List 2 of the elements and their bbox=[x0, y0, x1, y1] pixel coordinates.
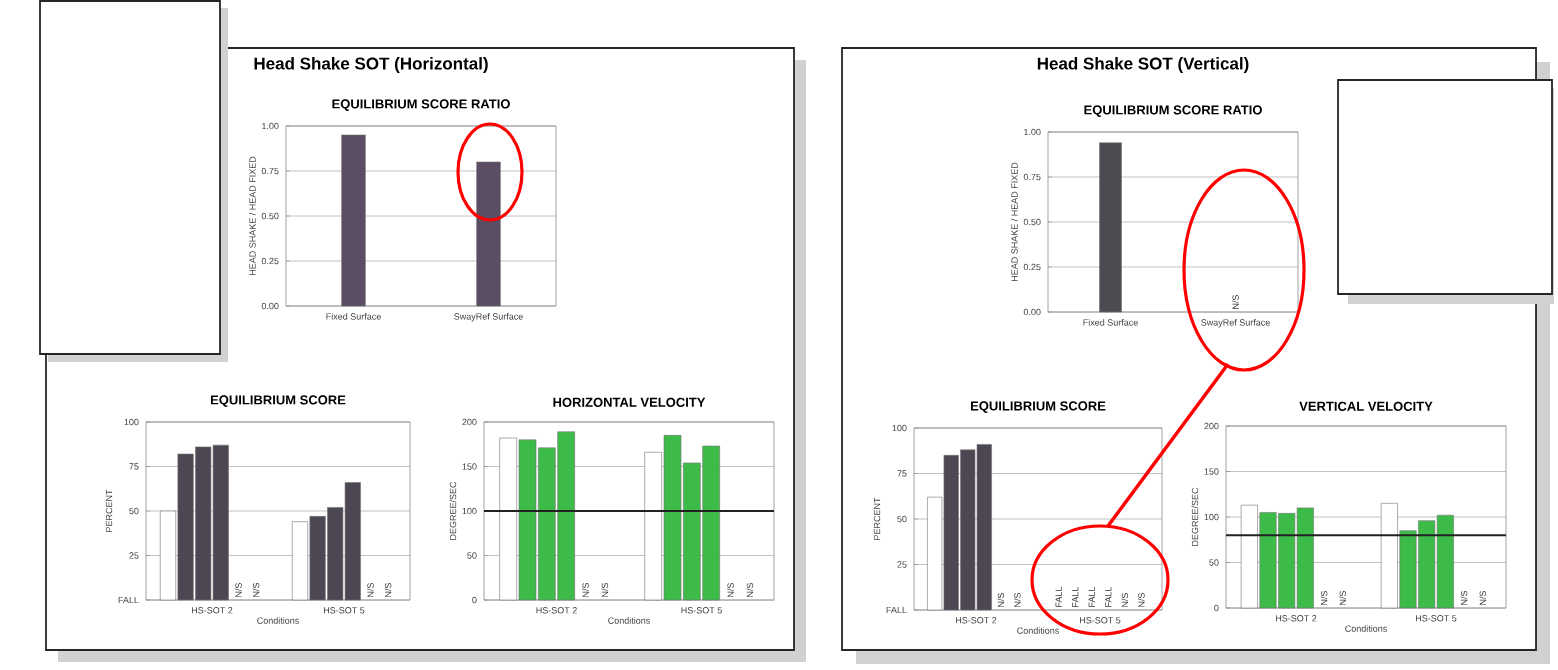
text: Head Shake SOT (Horizontal) bbox=[254, 57, 488, 73]
text: Head Shake SOT (Vertical) bbox=[1037, 57, 1249, 73]
